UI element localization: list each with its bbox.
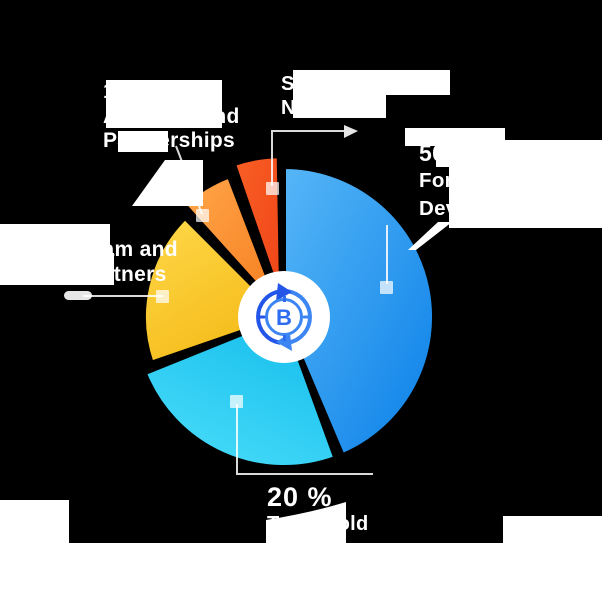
leader-sold <box>236 404 373 475</box>
bitcoin-refresh-icon: B <box>256 283 312 351</box>
center-circle <box>238 271 330 363</box>
sold-percent: 20 % <box>267 482 333 512</box>
marker-development <box>380 281 393 294</box>
slice-development <box>282 165 436 458</box>
development-percent: 50 % <box>419 140 473 166</box>
advisors-line2: Advisors and <box>103 104 240 128</box>
advisors-percent: 10 % <box>103 80 153 103</box>
label-to-be-sold: 20 % To be sold <box>267 482 369 536</box>
marker-network <box>266 182 279 195</box>
marker-team <box>156 290 169 303</box>
leader-arrowhead <box>344 125 358 138</box>
bitcoin-glyph: B <box>276 305 292 330</box>
advisors-line3: Partnerships <box>103 129 235 152</box>
label-team-partners: Team and Partners <box>79 237 178 287</box>
development-line2: Fond of <box>419 169 497 192</box>
team-line1: Team and <box>79 238 178 261</box>
slice-markers <box>156 182 393 408</box>
arrow-bottom-icon <box>276 333 292 351</box>
label-support-network: Support Network <box>281 72 362 120</box>
label-advisors-partnerships: 10 % Advisors and Partnerships <box>103 80 240 154</box>
marker-advisors <box>196 209 209 222</box>
network-line1: Support <box>281 73 360 95</box>
label-fond-of-development: 50 % Fond of Development <box>419 140 551 222</box>
team-line2: Partners <box>79 263 167 286</box>
leader-network <box>271 130 344 186</box>
leader-endcap <box>64 291 92 300</box>
network-line2: Network <box>281 97 363 119</box>
sold-line2: To be sold <box>267 513 369 535</box>
marker-sold <box>230 395 243 408</box>
arrow-top-icon <box>276 283 292 301</box>
development-line3: Development <box>419 196 552 220</box>
